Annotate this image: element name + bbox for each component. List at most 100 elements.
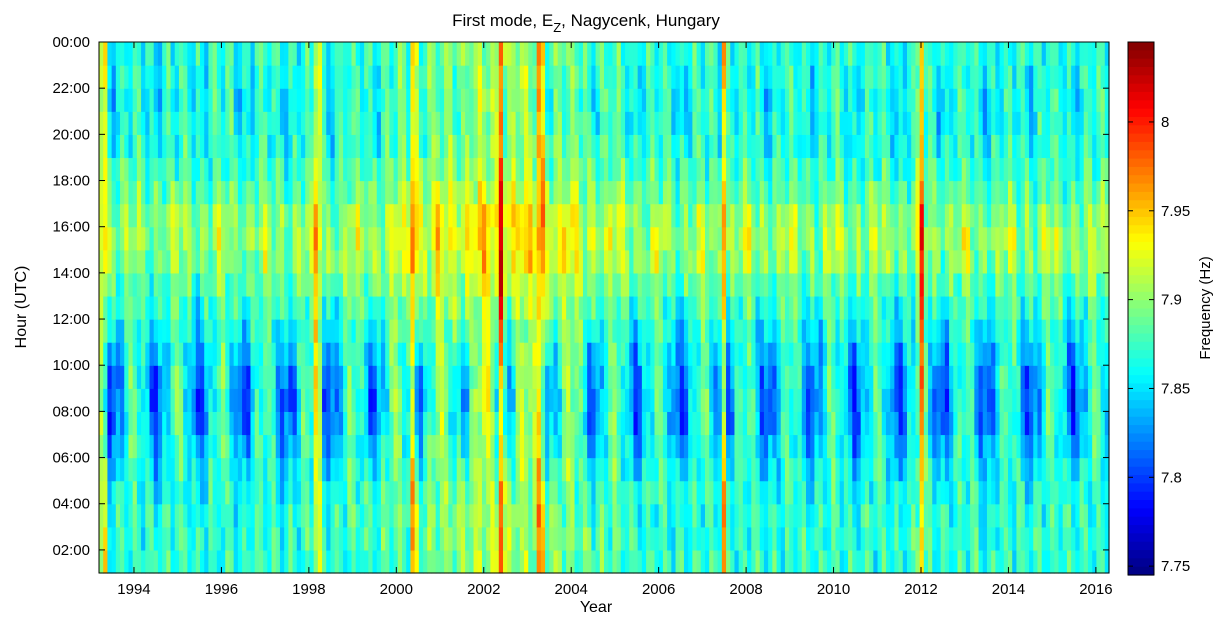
heatmap-cell (545, 526, 550, 551)
heatmap-cell (675, 480, 681, 505)
heatmap-cell (1008, 134, 1013, 159)
heatmap-cell (279, 457, 285, 482)
heatmap-cell (111, 226, 117, 251)
heatmap-cell (848, 65, 853, 89)
heatmap-cell (612, 157, 618, 182)
heatmap-cell (625, 157, 630, 182)
heatmap-cell (267, 319, 273, 343)
heatmap-cell (355, 526, 361, 551)
heatmap-cell (873, 411, 879, 436)
heatmap-cell (503, 319, 508, 343)
heatmap-cell (418, 480, 424, 505)
heatmap-cell (242, 549, 247, 574)
heatmap-cell (768, 42, 773, 66)
heatmap-cell (877, 526, 883, 551)
heatmap-cell (330, 42, 336, 66)
heatmap-cell (452, 480, 458, 505)
heatmap-cell (338, 526, 344, 551)
heatmap-cell (616, 388, 622, 412)
heatmap-cell (877, 388, 883, 412)
heatmap-cell (734, 272, 740, 297)
heatmap-cell (898, 157, 904, 182)
heatmap-cell (688, 457, 693, 482)
heatmap-cell (915, 480, 921, 505)
heatmap-cell (212, 203, 218, 228)
heatmap-cell (709, 526, 715, 551)
heatmap-cell (751, 342, 757, 366)
heatmap-cell (894, 203, 900, 228)
heatmap-cell (978, 88, 984, 112)
heatmap-cell (309, 272, 315, 297)
heatmap-cell (696, 411, 702, 436)
heatmap-cell (789, 180, 794, 205)
heatmap-cell (263, 388, 268, 412)
heatmap-cell (574, 503, 580, 528)
heatmap-cell (498, 157, 504, 182)
heatmap-cell (789, 42, 794, 66)
heatmap-cell (195, 434, 201, 459)
heatmap-cell (486, 203, 491, 228)
heatmap-cell (326, 526, 332, 551)
heatmap-cell (309, 526, 315, 551)
heatmap-cell (582, 388, 588, 412)
heatmap-cell (448, 226, 454, 251)
heatmap-cell (191, 272, 197, 297)
heatmap-cell (494, 411, 500, 436)
heatmap-cell (566, 549, 571, 574)
heatmap-cell (301, 65, 306, 89)
heatmap-cell (301, 42, 306, 66)
heatmap-cell (376, 526, 382, 551)
heatmap-cell (810, 365, 816, 389)
heatmap-cell (705, 549, 710, 574)
heatmap-cell (448, 411, 454, 436)
heatmap-cell (970, 203, 975, 228)
heatmap-cell (717, 65, 723, 89)
heatmap-cell (755, 249, 761, 274)
heatmap-cell (385, 134, 390, 159)
heatmap-cell (481, 342, 487, 366)
heatmap-cell (200, 203, 205, 228)
heatmap-cell (528, 388, 534, 412)
heatmap-cell (591, 157, 597, 182)
heatmap-cell (763, 388, 769, 412)
heatmap-cell (250, 342, 256, 366)
heatmap-cell (536, 134, 542, 159)
heatmap-cell (406, 503, 412, 528)
heatmap-cell (965, 457, 971, 482)
heatmap-cell (566, 526, 571, 551)
heatmap-cell (763, 249, 769, 274)
heatmap-cell (793, 134, 799, 159)
heatmap-cell (974, 503, 980, 528)
heatmap-cell (881, 42, 887, 66)
heatmap-cell (292, 365, 298, 389)
heatmap-cell (208, 272, 214, 297)
heatmap-cell (1003, 180, 1009, 205)
heatmap-cell (755, 457, 761, 482)
heatmap-cell (717, 272, 723, 297)
heatmap-cell (208, 480, 214, 505)
heatmap-cell (978, 411, 984, 436)
heatmap-cell (242, 526, 247, 551)
heatmap-cell (460, 272, 466, 297)
heatmap-cell (936, 65, 942, 89)
heatmap-cell (473, 319, 479, 343)
heatmap-cell (540, 388, 546, 412)
heatmap-cell (776, 388, 782, 412)
heatmap-cell (183, 434, 188, 459)
heatmap-cell (355, 88, 361, 112)
heatmap-cell (604, 88, 609, 112)
heatmap-cell (658, 549, 664, 574)
heatmap-cell (789, 111, 794, 135)
heatmap-cell (216, 203, 222, 228)
heatmap-cell (995, 272, 1001, 297)
heatmap-cell (406, 457, 412, 482)
heatmap-cell (801, 295, 807, 320)
heatmap-cell (974, 111, 980, 135)
heatmap-cell (995, 503, 1001, 528)
heatmap-cell (254, 272, 260, 297)
heatmap-cell (932, 203, 938, 228)
heatmap-cell (616, 480, 622, 505)
heatmap-cell (305, 295, 311, 320)
heatmap-cell (646, 134, 651, 159)
heatmap-cell (974, 434, 980, 459)
